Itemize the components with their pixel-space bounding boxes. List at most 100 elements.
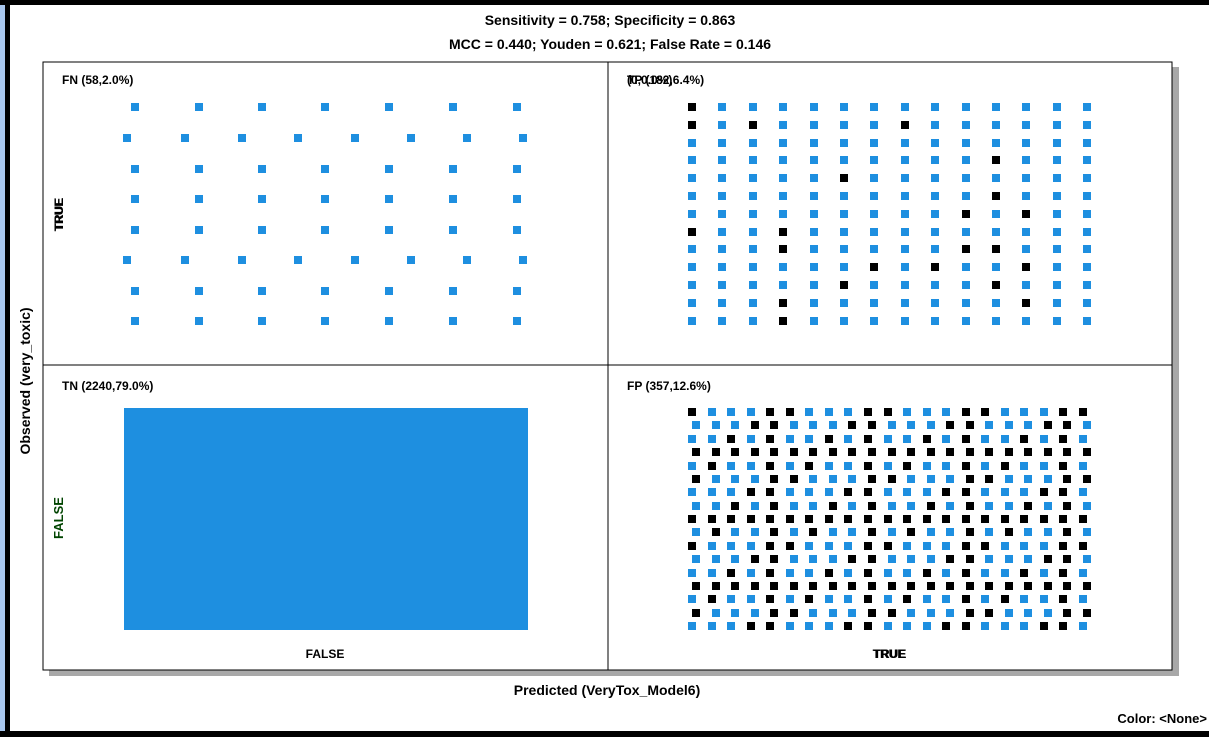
fp-marker-black [786,515,794,523]
tp-marker [749,192,757,200]
fp-marker-black [1024,502,1032,510]
fp-marker-black [825,435,833,443]
tp-marker-black [1022,299,1030,307]
fp-marker [1079,595,1087,603]
fp-marker [923,622,931,630]
fp-marker [1020,462,1028,470]
fp-marker-black [985,609,993,617]
tp-marker [749,245,757,253]
tp-marker [1053,174,1061,182]
fp-marker [1001,622,1009,630]
tp-marker [1083,103,1091,111]
fp-marker-black [962,515,970,523]
fp-marker-black [1063,448,1071,456]
fp-marker [688,595,696,603]
fp-marker [884,462,892,470]
tp-marker [870,174,878,182]
tp-marker [931,192,939,200]
fp-marker [712,421,720,429]
fp-marker-black [809,448,817,456]
fp-marker [731,421,739,429]
fp-marker-black [966,609,974,617]
fn-marker [258,195,266,203]
fp-marker-black [708,515,716,523]
tp-marker [870,317,878,325]
tp-marker [810,245,818,253]
tp-marker [688,139,696,147]
fn-marker [513,317,521,325]
x-axis-title: Predicted (VeryTox_Model6) [514,682,700,698]
fp-marker [829,555,837,563]
tp-marker [1083,139,1091,147]
fp-marker-black [1044,421,1052,429]
frame-border-left [5,0,10,737]
fp-marker-black [888,448,896,456]
tp-marker-black [992,245,1000,253]
tp-marker [810,156,818,164]
tp-marker [688,299,696,307]
tp-marker [1022,192,1030,200]
fp-marker [1020,408,1028,416]
fn-marker [449,317,457,325]
tp-marker [931,103,939,111]
tp-marker [962,317,970,325]
fp-marker-black [962,595,970,603]
fp-marker [1044,502,1052,510]
fp-marker [727,622,735,630]
fp-marker-black [770,421,778,429]
tp-marker [749,228,757,236]
fp-marker [688,462,696,470]
fp-marker [848,609,856,617]
fp-marker-black [844,622,852,630]
fp-marker [927,475,935,483]
fp-marker [907,502,915,510]
tp-marker [870,245,878,253]
tp-marker [718,139,726,147]
tp-marker [870,210,878,218]
fp-marker [790,555,798,563]
tp-marker [688,281,696,289]
fn-marker [181,256,189,264]
tp-marker [1053,281,1061,289]
tp-marker [1022,121,1030,129]
fp-marker [731,555,739,563]
fn-marker [181,134,189,142]
fp-marker [884,595,892,603]
fp-marker-black [923,435,931,443]
fp-marker-black [1079,515,1087,523]
fp-marker-black [766,515,774,523]
fp-marker-black [966,421,974,429]
fp-marker-black [981,515,989,523]
fp-marker-black [751,582,759,590]
fp-marker-black [766,622,774,630]
tp-marker-black [992,192,1000,200]
fp-marker [1083,528,1091,536]
fn-marker [131,317,139,325]
fp-marker [946,475,954,483]
fp-marker [927,555,935,563]
tp-marker [1053,245,1061,253]
fp-marker-black [966,528,974,536]
fp-marker-black [903,515,911,523]
tp-marker-black [962,210,970,218]
fn-marker [195,195,203,203]
fp-marker-black [747,622,755,630]
fp-marker [888,528,896,536]
fp-marker-black [962,462,970,470]
fp-marker-black [985,475,993,483]
fp-marker-black [946,421,954,429]
tp-marker [870,103,878,111]
fp-marker-black [1059,515,1067,523]
fp-marker [981,569,989,577]
fp-marker-black [1005,448,1013,456]
fp-marker-black [942,515,950,523]
fp-marker-black [868,475,876,483]
fp-marker [790,528,798,536]
tp-marker [718,121,726,129]
fp-marker-black [770,448,778,456]
fp-marker [809,555,817,563]
fp-marker [708,488,716,496]
fp-marker-black [727,435,735,443]
tp-marker [870,139,878,147]
